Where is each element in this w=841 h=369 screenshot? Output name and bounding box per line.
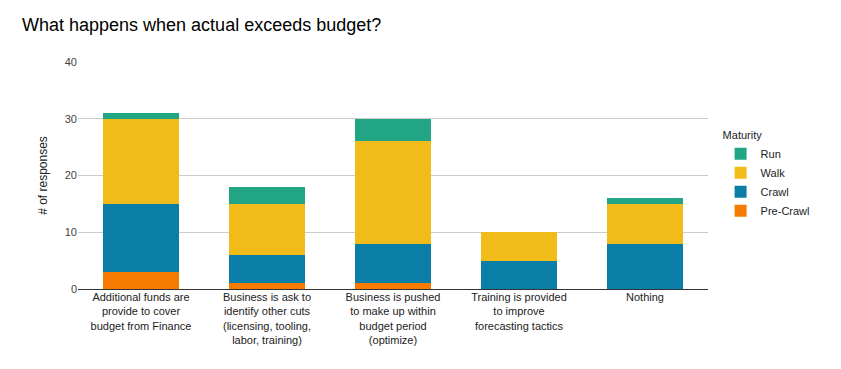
svg-text:20: 20	[65, 169, 77, 181]
svg-text:Additional funds areprovide to: Additional funds areprovide to coverbudg…	[91, 291, 192, 332]
svg-text:Maturity: Maturity	[723, 129, 763, 141]
svg-text:Training is providedto improve: Training is providedto improveforecastin…	[471, 291, 567, 332]
svg-text:0: 0	[71, 283, 77, 295]
svg-text:Pre-Crawl: Pre-Crawl	[761, 205, 810, 217]
svg-text:Business is ask toidentify oth: Business is ask toidentify other cuts(li…	[223, 291, 311, 346]
svg-text:Walk: Walk	[761, 167, 786, 179]
svg-text:10: 10	[65, 226, 77, 238]
svg-text:40: 40	[65, 56, 77, 68]
svg-text:Nothing: Nothing	[626, 291, 664, 303]
svg-text:Business is pushedto make up w: Business is pushedto make up withinbudge…	[346, 291, 441, 346]
svg-text:What happens when actual excee: What happens when actual exceeds budget?	[22, 15, 381, 35]
svg-text:Crawl: Crawl	[761, 186, 789, 198]
svg-text:# of responses: # of responses	[36, 136, 50, 215]
svg-text:Run: Run	[761, 148, 781, 160]
svg-text:30: 30	[65, 113, 77, 125]
